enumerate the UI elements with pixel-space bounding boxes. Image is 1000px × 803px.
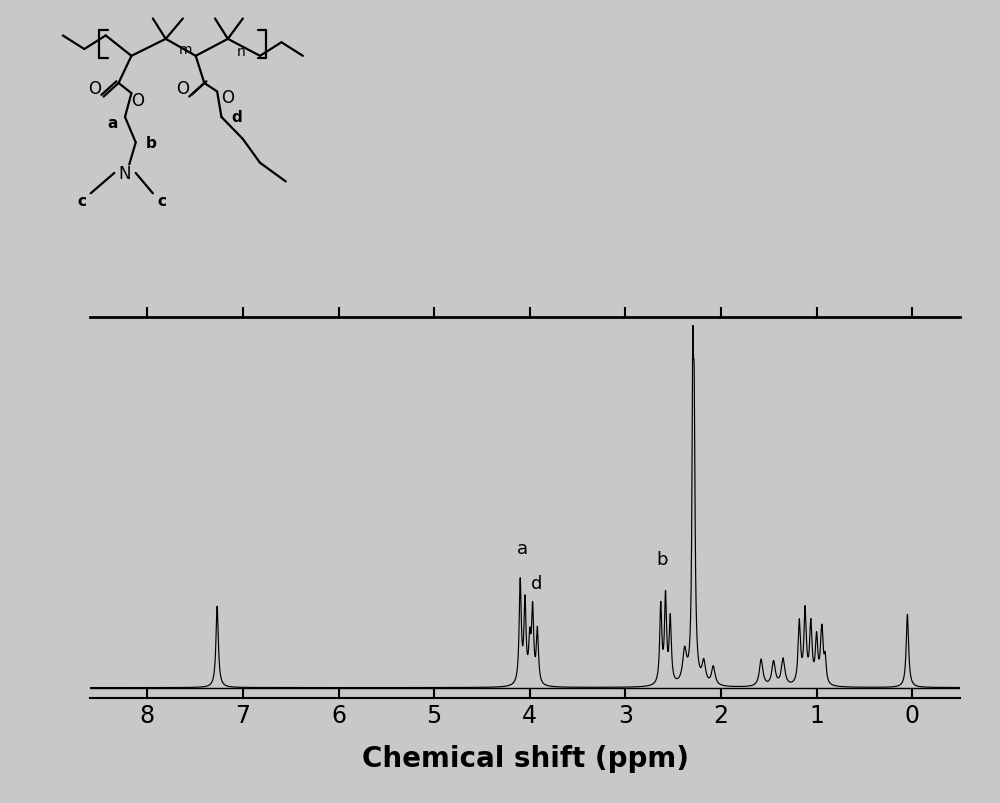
X-axis label: Chemical shift (ppm): Chemical shift (ppm) bbox=[362, 744, 688, 772]
Text: a: a bbox=[517, 540, 528, 557]
Text: c: c bbox=[78, 194, 87, 208]
Text: m: m bbox=[178, 43, 192, 57]
Text: c: c bbox=[680, 301, 690, 319]
Text: b: b bbox=[656, 550, 667, 569]
Text: O: O bbox=[176, 80, 189, 98]
Text: c: c bbox=[157, 194, 166, 208]
Text: N: N bbox=[119, 165, 131, 183]
Text: O: O bbox=[88, 80, 102, 98]
Text: d: d bbox=[231, 110, 242, 125]
Text: d: d bbox=[531, 574, 542, 592]
Text: a: a bbox=[107, 116, 117, 130]
Text: O: O bbox=[221, 88, 234, 107]
Text: n: n bbox=[236, 45, 245, 59]
Text: O: O bbox=[131, 92, 144, 110]
Text: b: b bbox=[145, 136, 156, 151]
